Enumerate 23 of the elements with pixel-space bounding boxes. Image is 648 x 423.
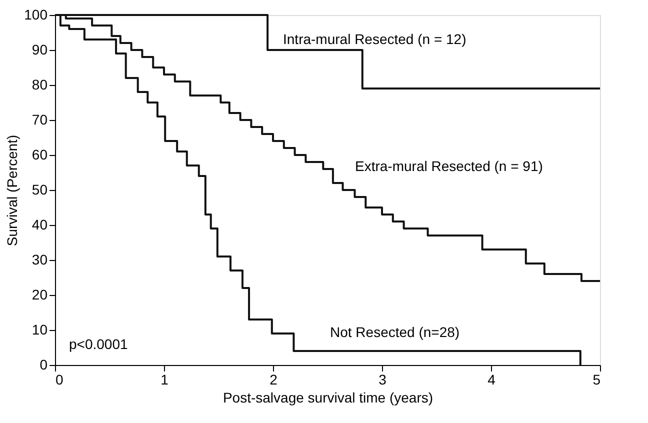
x-tick-label: 1 bbox=[160, 372, 169, 388]
x-tick-label: 5 bbox=[592, 372, 601, 388]
y-tick-label: 0 bbox=[40, 356, 48, 372]
annotation: p<0.0001 bbox=[69, 336, 128, 352]
x-tick-label: 3 bbox=[378, 372, 387, 388]
y-tick-label: 100 bbox=[24, 6, 48, 22]
y-tick-label: 60 bbox=[32, 146, 48, 162]
series-label: Intra-mural Resected (n = 12) bbox=[283, 31, 466, 47]
y-tick-label: 30 bbox=[32, 252, 48, 268]
series-label: Extra-mural Resected (n = 91) bbox=[355, 158, 543, 174]
y-tick-label: 90 bbox=[32, 42, 48, 58]
y-tick-label: 70 bbox=[32, 112, 48, 128]
y-tick-label: 40 bbox=[32, 216, 48, 232]
x-tick-label: 0 bbox=[56, 372, 64, 388]
x-axis-title: Post-salvage survival time (years) bbox=[222, 390, 434, 406]
y-tick-label: 10 bbox=[32, 322, 48, 338]
y-tick-label: 50 bbox=[32, 182, 48, 198]
x-tick-label: 2 bbox=[270, 372, 278, 388]
y-tick-label: 20 bbox=[32, 286, 48, 302]
series-label: Not Resected (n=28) bbox=[330, 324, 460, 340]
y-axis-title: Survival (Percent) bbox=[4, 134, 20, 246]
x-tick-label: 4 bbox=[488, 372, 496, 388]
y-tick-label: 80 bbox=[32, 76, 48, 92]
